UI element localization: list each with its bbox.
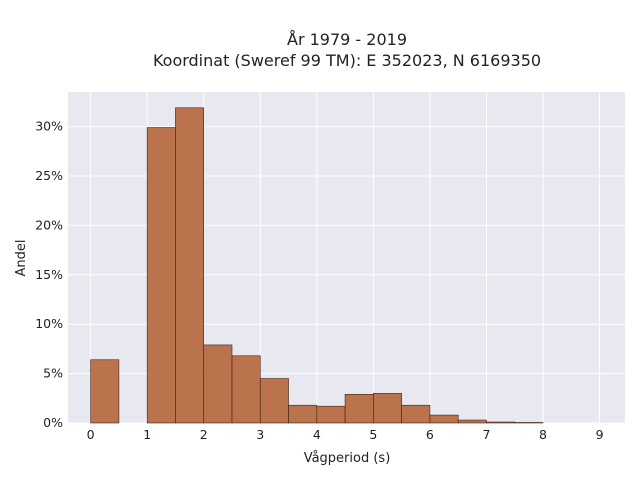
histogram-bar (486, 421, 516, 424)
x-tick-label: 1 (143, 427, 151, 442)
histogram-bar (231, 355, 261, 424)
x-tick-label: 8 (539, 427, 547, 442)
histogram-bar (146, 127, 176, 424)
y-tick-label: 15% (35, 267, 63, 282)
x-tick-label: 5 (369, 427, 377, 442)
x-axis-ticks: 0 1 2 3 4 5 6 7 8 9 (87, 427, 604, 442)
y-tick-label: 10% (35, 316, 63, 331)
histogram-bar (457, 419, 487, 424)
x-axis-label: Vågperiod (s) (304, 451, 391, 466)
x-tick-label: 3 (256, 427, 264, 442)
chart-title-line1: År 1979 - 2019 (287, 30, 407, 49)
chart-title-line2: Koordinat (Sweref 99 TM): E 352023, N 61… (153, 51, 541, 70)
histogram-bar (373, 393, 402, 424)
x-tick-label: 7 (482, 427, 490, 442)
histogram-bar (401, 404, 431, 424)
y-tick-label: 0% (43, 415, 63, 430)
x-tick-label: 2 (200, 427, 208, 442)
y-axis-ticks: 0% 5% 10% 15% 20% 25% 30% (35, 119, 63, 430)
histogram-bar (90, 359, 120, 424)
y-tick-label: 20% (35, 217, 63, 232)
histogram-bar (288, 404, 318, 424)
histogram-bar (203, 344, 233, 424)
histogram-bar (259, 378, 289, 424)
histogram-bar (429, 414, 459, 424)
y-tick-label: 5% (43, 366, 63, 381)
histogram-bars (90, 107, 544, 424)
y-axis-label: Andel (14, 240, 29, 277)
x-tick-label: 9 (596, 427, 604, 442)
histogram-bar (344, 394, 374, 424)
x-tick-label: 0 (87, 427, 95, 442)
histogram-bar (316, 405, 346, 424)
x-tick-label: 6 (426, 427, 434, 442)
x-tick-label: 4 (313, 427, 321, 442)
y-tick-label: 30% (35, 119, 63, 134)
histogram-bar (175, 107, 205, 424)
y-tick-label: 25% (35, 168, 63, 183)
